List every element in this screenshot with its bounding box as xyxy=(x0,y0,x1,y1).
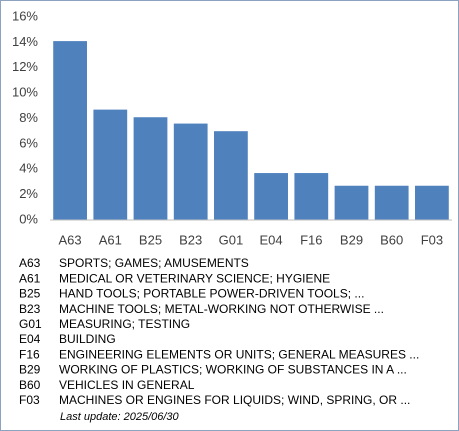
bar xyxy=(374,185,409,220)
legend-description: ENGINEERING ELEMENTS OR UNITS; GENERAL M… xyxy=(59,347,419,361)
x-tick-label: F03 xyxy=(421,232,443,247)
y-tick-label: 2% xyxy=(19,186,38,201)
bar xyxy=(133,117,168,220)
y-tick-label: 0% xyxy=(19,211,38,226)
legend-code: B60 xyxy=(19,378,41,392)
legend-code: E04 xyxy=(19,332,41,346)
bar xyxy=(93,109,128,220)
y-tick-label: 12% xyxy=(12,59,38,74)
bar xyxy=(254,173,288,220)
y-tick-label: 10% xyxy=(12,85,38,100)
bar xyxy=(415,185,449,220)
legend-code: F03 xyxy=(19,393,40,407)
legend-description: MEDICAL OR VETERINARY SCIENCE; HYGIENE xyxy=(59,271,330,285)
y-tick-label: 14% xyxy=(12,34,38,49)
legend-code: B29 xyxy=(19,363,41,377)
legend-table: A63 SPORTS; GAMES; AMUSEMENTS A61 MEDICAL O… xyxy=(19,256,419,407)
x-tick-label: B29 xyxy=(340,232,363,247)
bar xyxy=(294,173,329,220)
x-tick-label: B23 xyxy=(179,232,202,247)
x-tick-label: G01 xyxy=(219,232,244,247)
legend-description: BUILDING xyxy=(59,332,116,346)
legend-code: G01 xyxy=(19,317,42,331)
footnote: Last update: 2025/06/30 xyxy=(60,411,180,423)
legend-description: SPORTS; GAMES; AMUSEMENTS xyxy=(59,256,249,270)
x-tick-label: F16 xyxy=(300,232,322,247)
legend-code: A63 xyxy=(19,256,41,270)
x-tick-label: A61 xyxy=(99,232,122,247)
legend-description: VEHICLES IN GENERAL xyxy=(59,378,195,392)
legend-code: A61 xyxy=(19,271,41,285)
legend-code: B25 xyxy=(19,287,41,301)
x-tick-label: A63 xyxy=(59,232,82,247)
legend-description: MACHINE TOOLS; METAL-WORKING NOT OTHERWI… xyxy=(59,302,384,316)
y-tick-label: 6% xyxy=(19,135,38,150)
legend-description: MEASURING; TESTING xyxy=(59,317,190,331)
bar xyxy=(53,41,87,221)
bar xyxy=(334,185,369,220)
legend-code: B23 xyxy=(19,302,41,316)
y-tick-label: 8% xyxy=(19,110,38,125)
y-tick-label: 4% xyxy=(19,161,38,176)
x-tick-label: E04 xyxy=(260,232,283,247)
x-tick-label: B60 xyxy=(380,232,403,247)
legend-description: HAND TOOLS; PORTABLE POWER-DRIVEN TOOLS;… xyxy=(59,287,364,301)
bar xyxy=(173,123,208,220)
x-tick-label: B25 xyxy=(139,232,162,247)
legend-description: WORKING OF PLASTICS; WORKING OF SUBSTANC… xyxy=(59,363,407,377)
legend-code: F16 xyxy=(19,347,40,361)
y-tick-label: 16% xyxy=(12,8,38,23)
legend-description: MACHINES OR ENGINES FOR LIQUIDS; WIND, S… xyxy=(59,393,410,407)
bar xyxy=(214,131,248,220)
